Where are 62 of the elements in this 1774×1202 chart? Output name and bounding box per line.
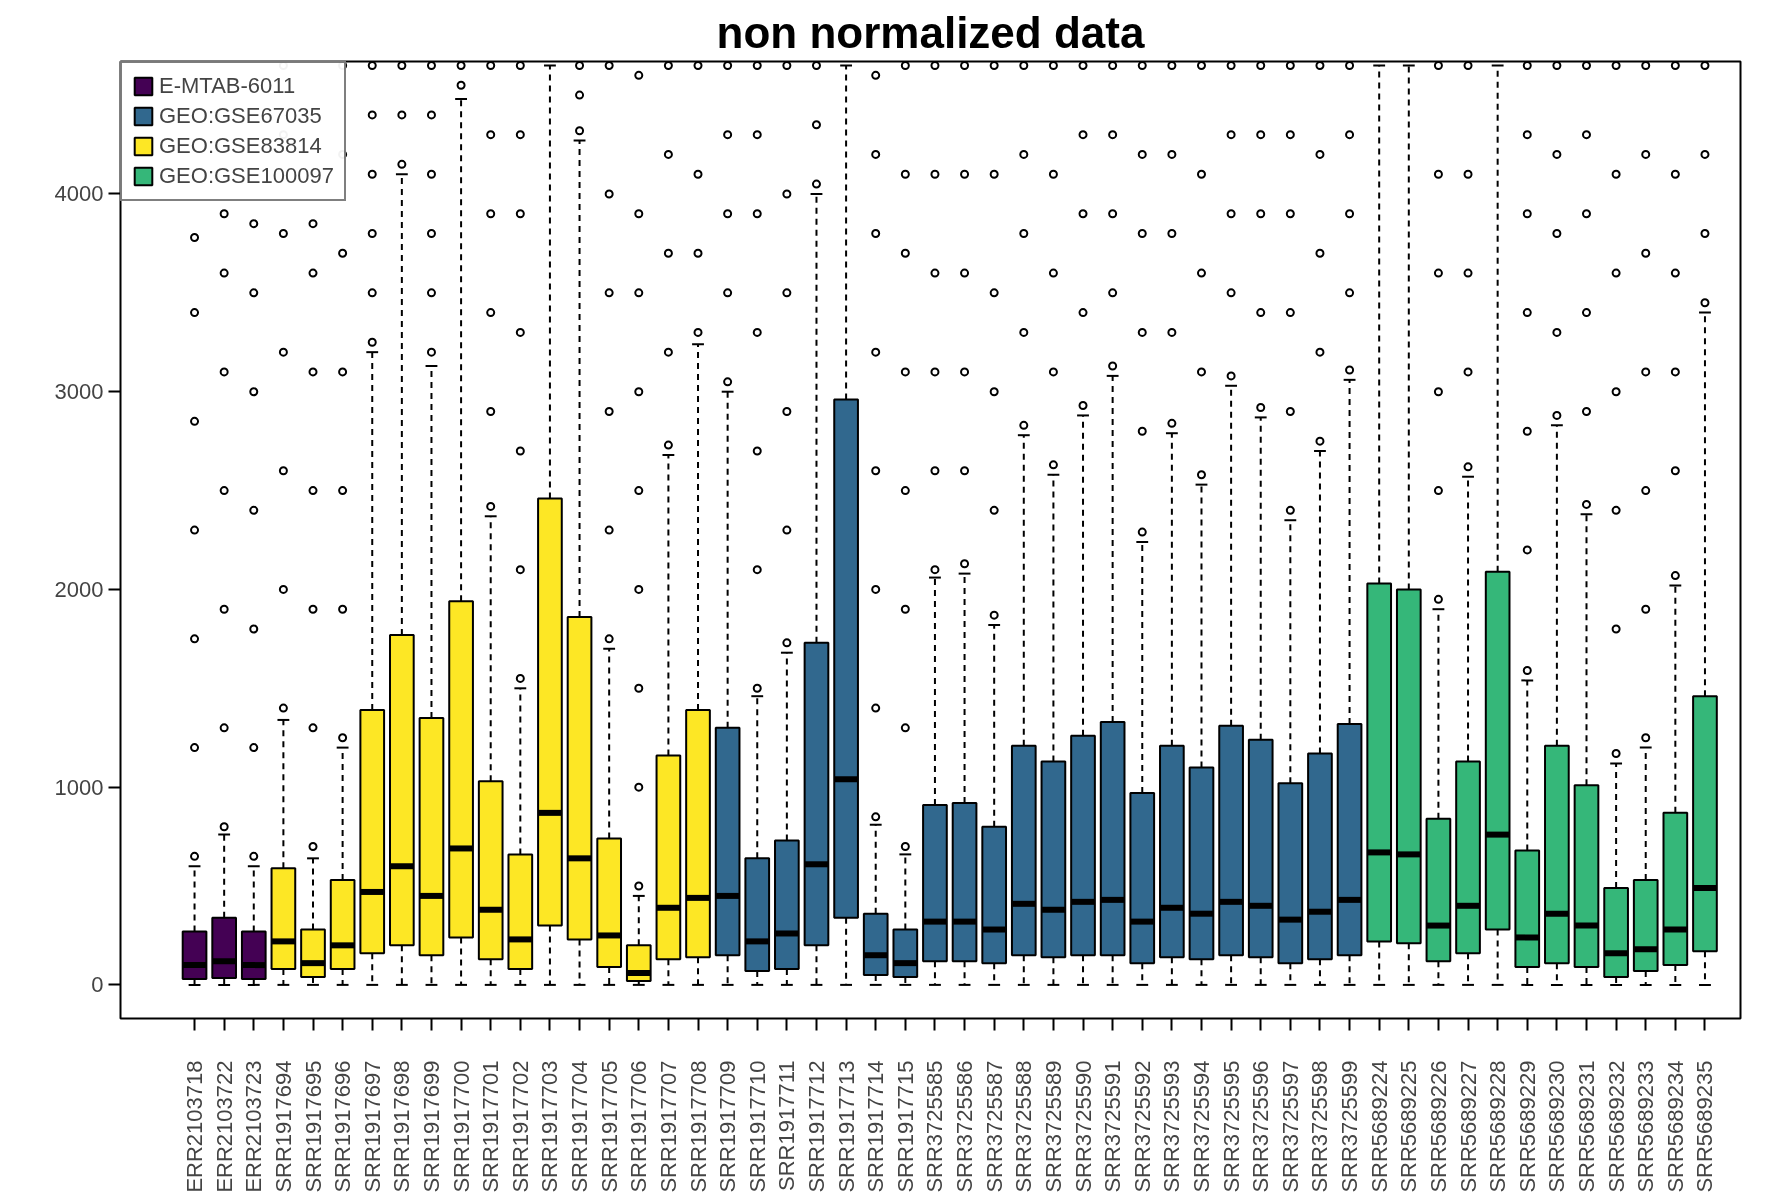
x-tick-label: SRR1917712 [803, 1060, 829, 1193]
x-tick-label: SRR3725599 [1337, 1060, 1363, 1193]
x-tick-label: SRR1917709 [715, 1060, 741, 1193]
x-tick-label: SRR3725587 [981, 1060, 1007, 1193]
x-tick-label: SRR1917715 [892, 1060, 918, 1193]
x-tick-label: SRR5689235 [1692, 1060, 1718, 1193]
x-tick-label: SRR1917705 [596, 1060, 622, 1193]
x-tick-label: SRR1917698 [389, 1060, 415, 1193]
x-tick-label: ERR2103722 [211, 1060, 237, 1193]
x-tick-label: SRR3725592 [1129, 1060, 1155, 1193]
x-tick-label: SRR5689230 [1544, 1060, 1570, 1193]
x-tick-label: SRR1917700 [448, 1060, 474, 1193]
x-tick-label: SRR5689234 [1662, 1060, 1688, 1193]
x-tick-label: SRR3725597 [1277, 1060, 1303, 1193]
x-tick-label: SRR1917708 [685, 1060, 711, 1193]
x-tick-label: SRR5689225 [1396, 1060, 1422, 1193]
x-tick-label: SRR3725594 [1188, 1060, 1214, 1193]
x-tick-label: ERR2103718 [182, 1060, 208, 1193]
x-tick-label: SRR3725585 [922, 1060, 948, 1193]
legend-label: GEO:GSE100097 [159, 163, 334, 189]
x-tick-label: SRR1917697 [359, 1060, 385, 1193]
y-tick-label: 1000 [54, 774, 104, 800]
x-tick-label: SRR1917711 [774, 1060, 800, 1191]
x-tick-label: SRR1917704 [567, 1060, 593, 1193]
x-tick-label: SRR1917699 [418, 1060, 444, 1193]
x-tick-label: SRR3725591 [1100, 1060, 1126, 1193]
x-tick-label: SRR1917706 [626, 1060, 652, 1193]
y-tick-label: 2000 [54, 576, 104, 602]
y-tick-label: 0 [91, 972, 104, 998]
x-tick-label: SRR5689231 [1574, 1060, 1599, 1193]
x-tick-label: SRR1917707 [655, 1060, 681, 1193]
x-tick-label: SRR3725596 [1248, 1060, 1274, 1193]
x-tick-label: SRR3725586 [952, 1060, 978, 1193]
x-tick-label: SRR3725598 [1307, 1060, 1333, 1193]
x-tick-label: SRR5689229 [1514, 1060, 1540, 1193]
x-tick-label: SRR1917695 [300, 1060, 326, 1193]
x-tick-label: SRR1917714 [863, 1060, 889, 1193]
x-tick-label: SRR3725590 [1070, 1060, 1096, 1193]
x-tick-label: SRR5689233 [1633, 1060, 1659, 1193]
x-tick-label: SRR1917702 [507, 1060, 533, 1193]
y-tick-label: 4000 [54, 181, 104, 207]
chart-title: non normalized data [716, 7, 1145, 57]
legend-label: GEO:GSE67035 [159, 103, 322, 129]
x-tick-label: SRR1917713 [833, 1060, 859, 1193]
x-tick-label: SRR3725589 [1040, 1060, 1066, 1193]
x-tick-label: SRR1917696 [330, 1060, 356, 1193]
x-tick-label: ERR2103723 [241, 1060, 267, 1193]
x-tick-label: SRR3725593 [1159, 1060, 1185, 1193]
legend-label: E-MTAB-6011 [159, 73, 296, 99]
x-tick-label: SRR1917694 [270, 1060, 296, 1193]
x-tick-label: SRR1917703 [537, 1060, 563, 1193]
x-tick-label: SRR5689232 [1603, 1060, 1629, 1193]
x-tick-label: SRR1917701 [478, 1060, 504, 1193]
x-tick-label: SRR5689226 [1425, 1060, 1451, 1193]
x-tick-label: SRR3725588 [1011, 1060, 1037, 1193]
y-tick-label: 3000 [54, 379, 104, 405]
x-tick-label: SRR5689228 [1485, 1060, 1511, 1193]
legend-label: GEO:GSE83814 [159, 133, 322, 159]
x-tick-label: SRR5689224 [1366, 1060, 1392, 1193]
x-tick-label: SRR3725595 [1218, 1060, 1244, 1193]
x-tick-label: SRR1917710 [744, 1060, 770, 1193]
x-tick-label: SRR5689227 [1455, 1060, 1481, 1193]
